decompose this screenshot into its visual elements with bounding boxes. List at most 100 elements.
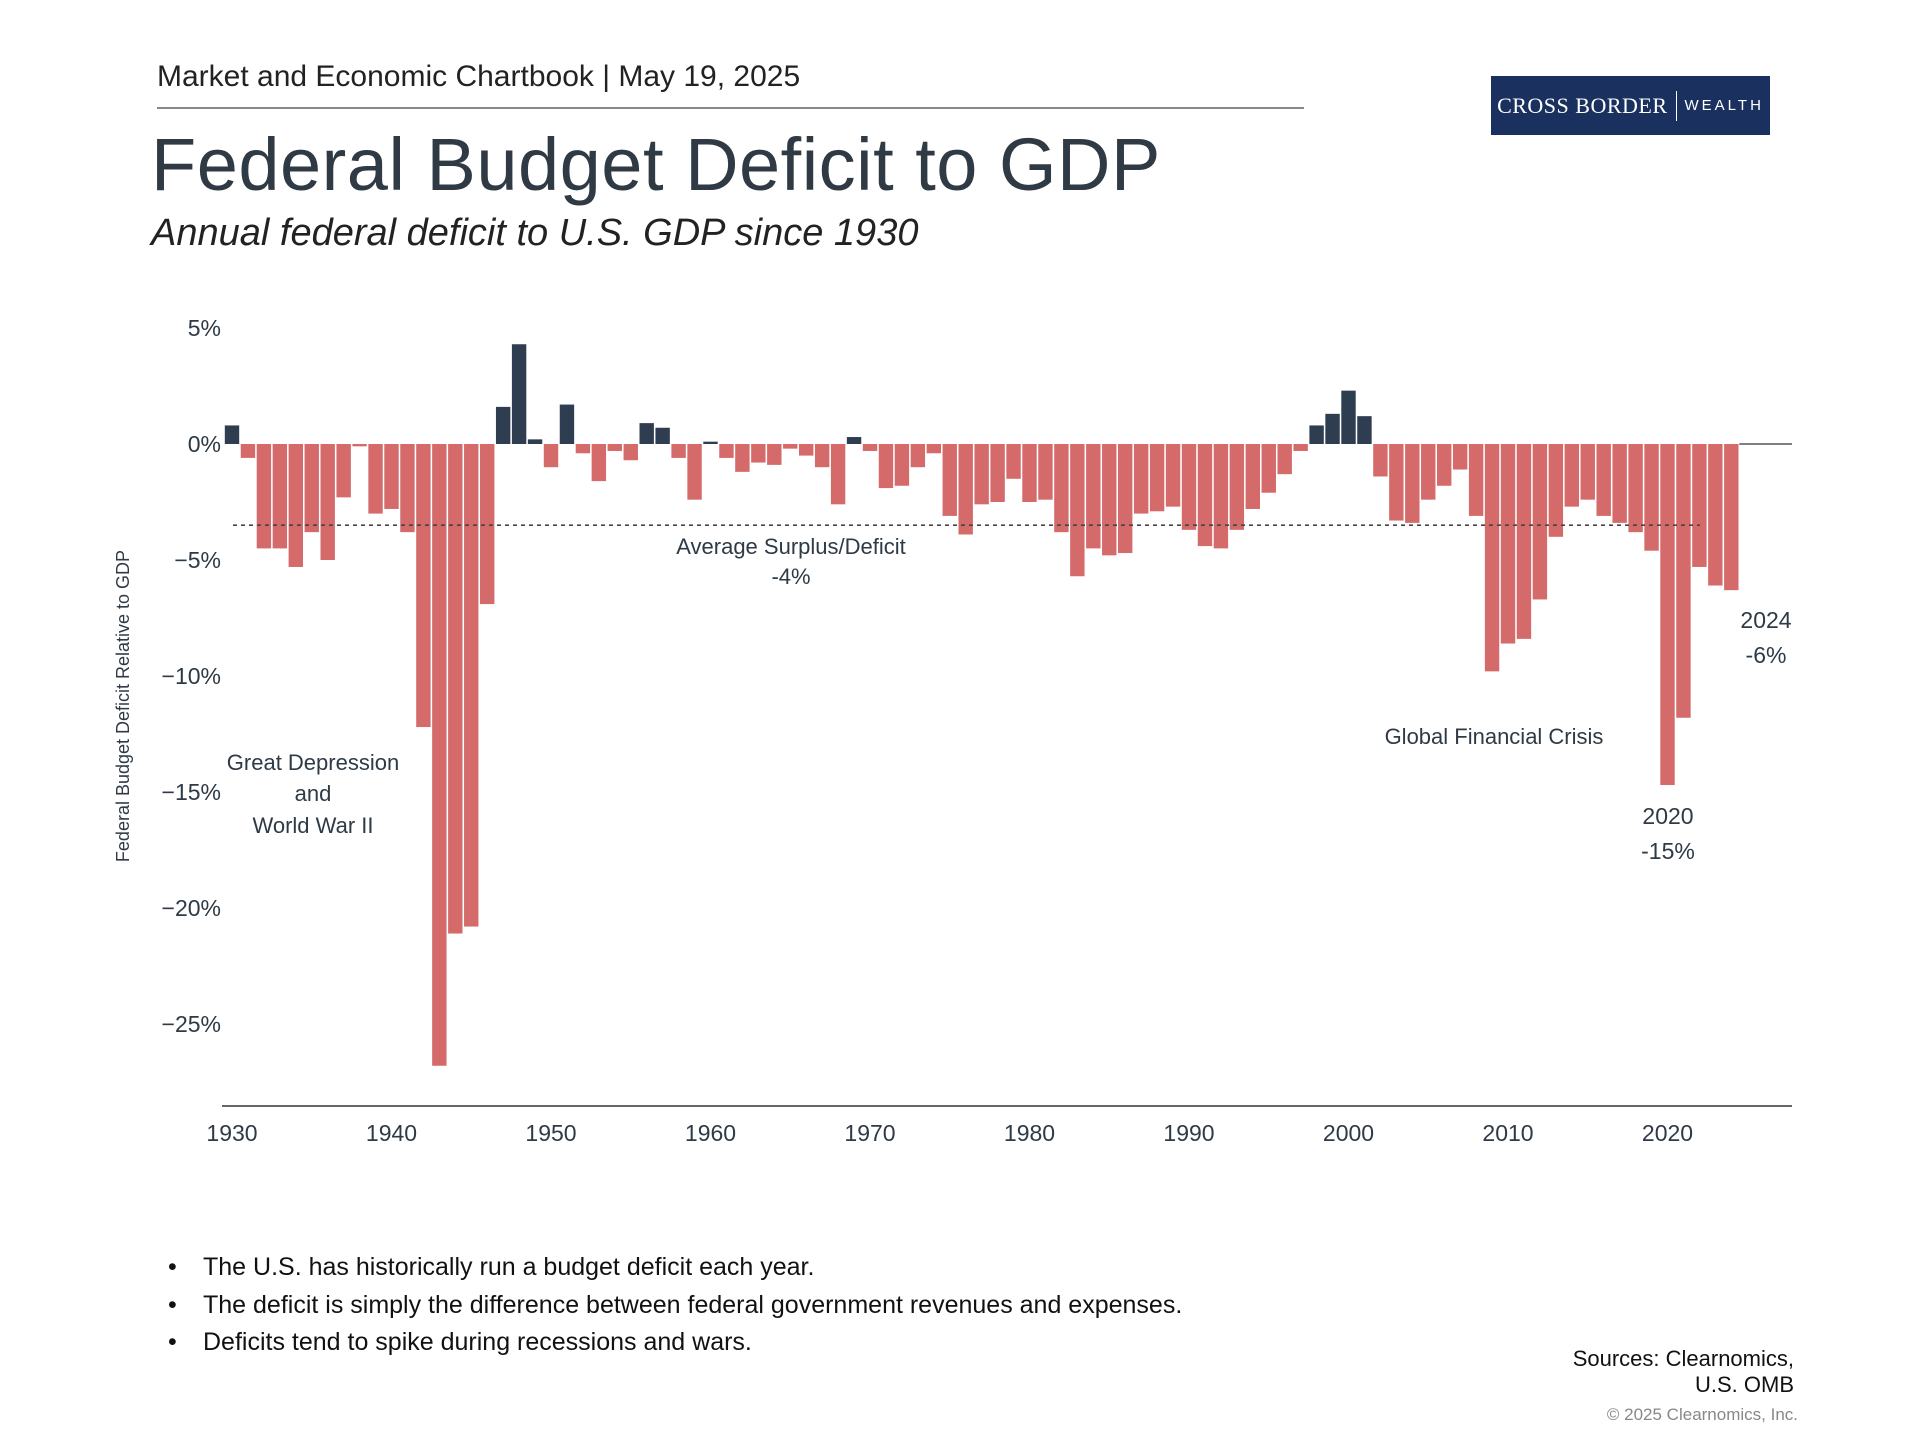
deficit-bar	[830, 444, 846, 505]
deficit-bar	[1261, 444, 1276, 493]
deficit-bar	[862, 444, 878, 451]
bullet-glyph: •	[168, 1290, 177, 1319]
deficit-bar	[1484, 444, 1500, 672]
deficit-bar	[1293, 444, 1308, 451]
deficit-bar	[974, 444, 989, 505]
y-axis-title: Federal Budget Deficit Relative to GDP	[113, 550, 133, 862]
deficit-bar	[1405, 444, 1420, 523]
key-point: • Deficits tend to spike during recession…	[168, 1327, 1182, 1365]
gfc-label: Global Financial Crisis	[1385, 724, 1604, 749]
deficit-bar	[1118, 444, 1133, 554]
x-tick-label: 1980	[1004, 1120, 1055, 1146]
deficit-bar	[1628, 444, 1643, 533]
deficit-bar	[384, 444, 399, 509]
deficit-bar	[272, 444, 288, 549]
deficit-bar	[1644, 444, 1659, 551]
deficit-bar	[1580, 444, 1595, 500]
deficit-bar	[1596, 444, 1611, 516]
deficit-bar	[751, 444, 766, 463]
deficit-bar	[1612, 444, 1627, 523]
deficit-bar	[671, 444, 686, 458]
logo-main-text: CROSS BORDER	[1497, 92, 1668, 118]
surplus-bar	[527, 439, 543, 444]
callout-2020-year: 2020	[1642, 803, 1693, 829]
deficit-bar	[352, 444, 367, 447]
surplus-bar	[1325, 413, 1340, 444]
logo-sub-text: WEALTH	[1684, 97, 1764, 114]
chartbook-header: Market and Economic Chartbook | May 19, …	[157, 60, 801, 93]
surplus-bar	[1357, 416, 1372, 444]
deficit-bar	[400, 444, 415, 533]
surplus-bar	[639, 423, 654, 444]
depression-label: Great Depression	[227, 750, 399, 775]
deficit-bar	[1452, 444, 1468, 470]
surplus-bar	[846, 437, 862, 444]
key-points-list: • The U.S. has historically run a budget …	[168, 1252, 1182, 1365]
surplus-bar	[511, 344, 527, 444]
y-tick-label: −20%	[162, 895, 221, 921]
y-tick-label: 5%	[188, 315, 221, 341]
deficit-bar	[1054, 444, 1069, 533]
deficit-bar	[1022, 444, 1037, 502]
depression-label: and	[295, 781, 332, 806]
deficit-bar	[543, 444, 559, 468]
deficit-bar	[942, 444, 957, 516]
deficit-bar	[687, 444, 702, 500]
x-tick-label: 1960	[685, 1120, 736, 1146]
surplus-bar	[703, 441, 718, 444]
deficit-bar	[448, 444, 463, 934]
x-tick-label: 1950	[525, 1120, 576, 1146]
deficit-bar	[1277, 444, 1292, 475]
x-tick-label: 2000	[1323, 1120, 1374, 1146]
deficit-bar	[910, 444, 926, 468]
x-tick-label: 2010	[1482, 1120, 1533, 1146]
deficit-bar	[432, 444, 447, 1066]
deficit-bar	[735, 444, 750, 472]
deficit-bar	[958, 444, 973, 535]
deficit-bar	[1692, 444, 1707, 567]
header-divider	[157, 107, 1304, 109]
y-tick-label: 0%	[188, 431, 221, 457]
key-point: • The deficit is simply the difference be…	[168, 1290, 1182, 1328]
deficit-bar	[1468, 444, 1484, 516]
copyright-note: © 2025 Clearnomics, Inc.	[1606, 1405, 1798, 1424]
deficit-bar	[320, 444, 335, 560]
y-tick-label: −25%	[162, 1011, 221, 1037]
deficit-bar	[1006, 444, 1021, 479]
deficit-bar	[1213, 444, 1229, 549]
deficit-bar	[926, 444, 941, 454]
surplus-bar	[655, 427, 670, 444]
deficit-bar	[1165, 444, 1181, 507]
surplus-bar	[1341, 390, 1356, 444]
y-tick-label: −5%	[174, 547, 221, 573]
key-point-text: The U.S. has historically run a budget d…	[203, 1253, 815, 1281]
deficit-bar	[256, 444, 272, 549]
deficit-bar	[304, 444, 319, 533]
deficit-bar	[894, 444, 910, 486]
sources-line-2: U.S. OMB	[1694, 1372, 1794, 1397]
deficit-bar	[368, 444, 383, 514]
page-title: Federal Budget Deficit to GDP	[151, 123, 1161, 206]
deficit-bar	[575, 444, 591, 454]
y-tick-label: −10%	[162, 663, 221, 689]
key-point-text: The deficit is simply the difference bet…	[203, 1290, 1183, 1319]
deficit-bar	[336, 444, 351, 498]
deficit-bar	[1516, 444, 1532, 639]
deficit-bar	[1102, 444, 1117, 556]
callout-2024-year: 2024	[1740, 607, 1791, 633]
key-point: • The U.S. has historically run a budget …	[168, 1252, 1182, 1290]
deficit-bar	[1373, 444, 1388, 477]
deficit-bar	[1724, 444, 1739, 591]
depression-label: World War II	[252, 813, 373, 838]
page-subtitle: Annual federal deficit to U.S. GDP since…	[151, 212, 919, 254]
x-tick-label: 1940	[366, 1120, 417, 1146]
deficit-bar	[1421, 444, 1436, 500]
deficit-bar	[607, 444, 622, 451]
bullet-glyph: •	[168, 1328, 177, 1356]
deficit-bar	[990, 444, 1005, 502]
key-point-text: Deficits tend to spike during recessions…	[203, 1328, 752, 1356]
deficit-bar	[878, 444, 894, 489]
deficit-bar	[288, 444, 303, 567]
logo-separator	[1675, 90, 1677, 121]
